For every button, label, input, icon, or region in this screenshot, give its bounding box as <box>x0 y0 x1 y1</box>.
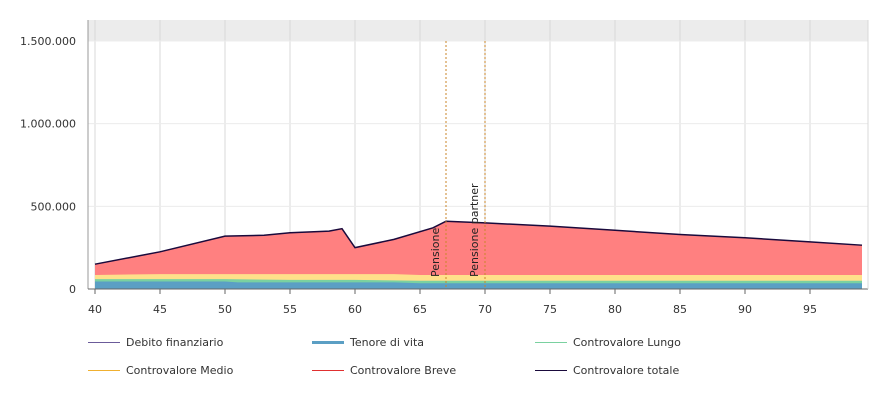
legend-item-tenore-di-vita[interactable]: Tenore di vita <box>312 332 424 352</box>
x-tick-label-60: 60 <box>348 303 362 316</box>
legend-swatch-4 <box>312 369 344 371</box>
series-areas <box>95 221 862 289</box>
y-tick-label-3: 1.500.000 <box>20 35 76 48</box>
area-controvalore-breve <box>95 221 862 289</box>
annotation-label-1: Pensione partner <box>468 183 481 277</box>
x-tick-label-55: 55 <box>283 303 297 316</box>
legend-item-controvalore-lungo[interactable]: Controvalore Lungo <box>535 332 681 352</box>
legend-label: Controvalore Medio <box>126 363 234 377</box>
annotations: Pensione Pensione partner <box>429 41 486 289</box>
x-tick-label-65: 65 <box>413 303 427 316</box>
plot-top-band <box>88 20 868 41</box>
legend-label: Debito finanziario <box>126 335 224 349</box>
y-tick-label-2: 1.000.000 <box>20 118 76 131</box>
y-tick-label-0: 0 <box>69 283 76 296</box>
legend-swatch-5 <box>535 369 567 371</box>
line-controvalore-totale <box>94 220 863 265</box>
x-tick-label-70: 70 <box>478 303 492 316</box>
area-tenore-di-vita <box>95 281 862 289</box>
legend-item-controvalore-medio[interactable]: Controvalore Medio <box>88 360 233 380</box>
legend-item-controvalore-totale[interactable]: Controvalore totale <box>535 360 679 380</box>
x-tick-label-50: 50 <box>218 303 232 316</box>
legend-item-controvalore-breve[interactable]: Controvalore Breve <box>312 360 456 380</box>
x-tick-label-90: 90 <box>738 303 752 316</box>
x-tick-label-85: 85 <box>673 303 687 316</box>
x-tick-label-75: 75 <box>543 303 557 316</box>
annotation-label-0: Pensione <box>429 228 442 277</box>
legend-swatch-0 <box>88 341 120 343</box>
x-tick-label-95: 95 <box>803 303 817 316</box>
axes: 40 45 50 55 60 65 70 75 80 85 90 95 0 500.000 1.000.00… <box>20 20 869 316</box>
y-tick-label-1: 500.000 <box>31 200 77 213</box>
legend-label: Controvalore Lungo <box>573 335 681 349</box>
series-lines <box>94 220 863 265</box>
x-tick-label-45: 45 <box>153 303 167 316</box>
legend-swatch-2 <box>535 341 567 343</box>
legend-item-debito-finanziario[interactable]: Debito finanziario <box>88 332 223 352</box>
legend-label: Controvalore Breve <box>350 363 457 377</box>
legend-label: Controvalore totale <box>573 363 680 377</box>
legend-swatch-3 <box>88 369 120 371</box>
legend-swatch-1 <box>312 340 344 344</box>
x-tick-label-80: 80 <box>608 303 622 316</box>
x-tick-label-40: 40 <box>88 303 102 316</box>
legend-label: Tenore di vita <box>350 335 425 349</box>
